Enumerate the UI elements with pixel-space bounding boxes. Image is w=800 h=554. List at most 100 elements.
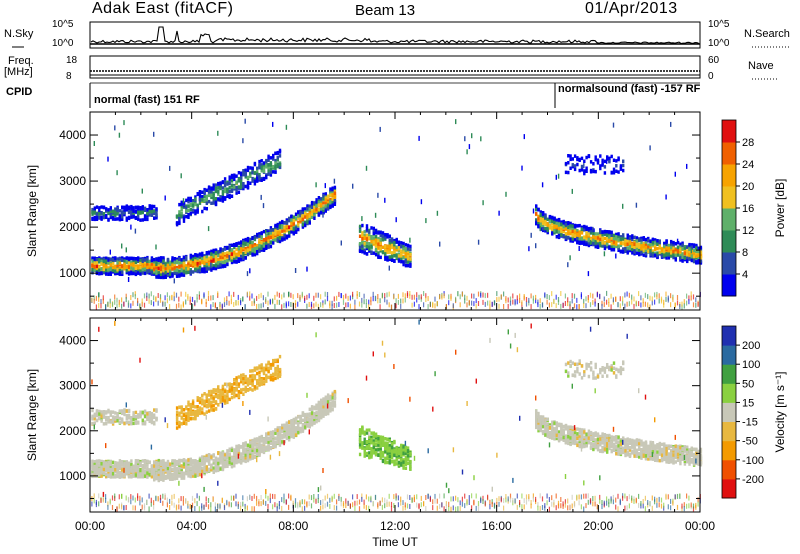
power-clutter-cell: [365, 299, 367, 305]
power-echo-cell: [182, 214, 186, 218]
power-echo-cell: [102, 263, 106, 267]
power-echo-cell: [569, 154, 572, 158]
power-echo-cell: [393, 246, 396, 250]
power-echo-cell: [253, 182, 257, 186]
power-echo-cell: [622, 237, 625, 241]
power-clutter-cell: [370, 300, 372, 306]
power-clutter-cell: [114, 299, 116, 305]
power-echo-cell: [608, 230, 611, 234]
power-clutter-cell: [143, 293, 146, 299]
power-echo-cell: [656, 253, 659, 258]
power-echo-cell: [635, 251, 639, 255]
power-echo-cell: [578, 168, 581, 173]
power-echo-cell: [256, 249, 259, 253]
power-echo-cell: [686, 245, 689, 249]
power-echo-cell: [219, 265, 222, 269]
power-echo-cell: [281, 233, 284, 238]
power-echo-cell: [379, 241, 382, 245]
power-clutter-cell: [537, 302, 539, 308]
power-echo-cell: [166, 263, 170, 268]
power-echo-cell: [361, 234, 364, 238]
power-clutter-cell: [340, 293, 342, 299]
power-clutter-cell: [681, 304, 683, 310]
velocity-echo-cell: [159, 459, 163, 463]
power-echo-cell: [210, 249, 213, 254]
power-echo-cell: [166, 258, 170, 262]
power-echo-cell: [162, 263, 165, 268]
velocity-echo-cell: [105, 421, 108, 426]
power-echo-cell: [363, 248, 366, 252]
power-echo-cell: [663, 241, 666, 246]
power-clutter-cell: [315, 292, 317, 298]
power-echo-cell: [246, 168, 250, 173]
power-echo-cell: [169, 260, 172, 264]
power-clutter-cell: [358, 292, 361, 297]
power-echo-cell: [207, 185, 211, 190]
power-echo-cell: [132, 260, 135, 264]
power-echo-cell: [134, 266, 138, 270]
power-echo-cell: [141, 267, 144, 272]
power-clutter-cell: [258, 294, 260, 299]
power-colorbar-segment: [722, 230, 736, 253]
power-echo-cell: [551, 221, 554, 225]
power-clutter-cell: [379, 298, 381, 304]
power-clutter-cell: [203, 292, 205, 298]
power-clutter-cell: [260, 292, 262, 298]
power-clutter-cell: [487, 300, 489, 306]
power-echo-cell: [123, 212, 126, 217]
power-echo-cell: [148, 213, 151, 217]
power-echo-cell: [599, 230, 602, 235]
power-echo-cell: [139, 206, 142, 210]
power-echo-cell: [313, 201, 316, 206]
power-echo-cell: [260, 241, 263, 245]
velocity-echo-cell: [150, 411, 154, 416]
power-echo-cell: [557, 233, 561, 237]
power-clutter-cell: [333, 303, 335, 308]
power-clutter-cell: [157, 293, 159, 298]
power-echo-cell: [333, 191, 337, 195]
power-echo-cell: [221, 264, 225, 269]
power-echo-cell: [182, 269, 186, 273]
power-echo-cell: [649, 243, 652, 247]
power-colorbar-segment: [722, 142, 736, 165]
power-echo-cell: [553, 229, 556, 233]
power-echo-cell: [365, 229, 369, 233]
power-noise-cell: [578, 246, 580, 251]
power-noise-cell: [455, 119, 457, 125]
power-echo-cell: [272, 228, 275, 232]
power-noise-cell: [377, 192, 379, 198]
velocity-echo-cell: [143, 459, 147, 463]
velocity-echo-cell: [159, 474, 163, 479]
power-echo-cell: [374, 234, 378, 239]
power-echo-cell: [608, 159, 611, 164]
power-echo-cell: [130, 260, 133, 265]
power-echo-cell: [137, 271, 140, 275]
power-echo-cell: [274, 229, 277, 233]
velocity-clutter-cell: [118, 503, 120, 509]
power-echo-cell: [292, 218, 295, 223]
power-clutter-cell: [198, 294, 200, 300]
velocity-echo-cell: [125, 413, 128, 418]
power-echo-cell: [111, 268, 115, 273]
power-echo-cell: [592, 162, 595, 166]
power-echo-cell: [256, 233, 259, 237]
power-echo-cell: [95, 212, 99, 217]
velocity-clutter-cell: [121, 504, 123, 510]
power-echo-cell: [638, 249, 641, 254]
power-echo-cell: [329, 204, 332, 208]
power-echo-cell: [692, 258, 696, 263]
velocity-echo-cell: [159, 461, 163, 466]
power-echo-cell: [365, 241, 369, 246]
velocity-echo-cell: [150, 472, 154, 476]
power-echo-cell: [573, 234, 577, 239]
power-echo-cell: [301, 217, 305, 222]
power-noise-cell: [670, 121, 672, 127]
power-echo-cell: [130, 215, 133, 219]
power-echo-cell: [196, 208, 199, 213]
power-echo-cell: [114, 269, 117, 274]
power-echo-cell: [205, 251, 208, 255]
power-noise-cell: [569, 255, 571, 261]
power-echo-cell: [553, 231, 556, 235]
power-echo-cell: [610, 233, 613, 237]
